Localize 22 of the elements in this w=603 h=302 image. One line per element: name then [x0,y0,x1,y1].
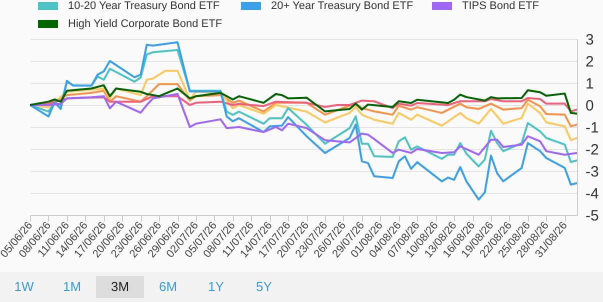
legend-label: 10-20 Year Treasury Bond ETF [68,0,220,12]
text: 6M [158,278,178,296]
line-series [30,84,577,115]
y-tick-label: -4 [586,186,599,202]
legend-label: 20+ Year Treasury Bond ETF [271,0,414,12]
text: 3M [96,276,144,298]
legend-label: TIPS Bond ETF [462,0,540,12]
line-series [30,93,577,156]
y-tick-label: -5 [586,208,599,224]
y-tick-label: -3 [586,164,599,180]
y-tick-label: -2 [586,142,599,158]
legend-label: High Yield Corporate Bond ETF [68,18,222,30]
text: 1Y [207,278,225,296]
text: 1W [13,278,35,296]
y-tick-label: 1 [586,76,594,92]
y-tick-label: -1 [586,120,599,136]
text: 1M [62,278,82,296]
y-tick-label: 2 [586,54,594,70]
text: 5Y [255,278,273,296]
line-series [30,41,577,201]
y-tick-label: 0 [586,98,594,114]
y-tick-label: 3 [586,32,594,48]
